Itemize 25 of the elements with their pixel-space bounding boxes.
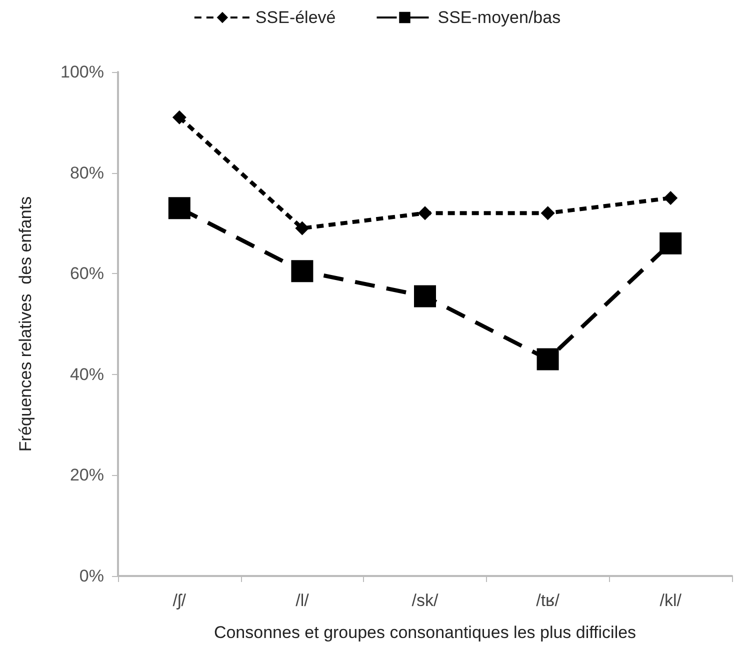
x-tick-label: /kl/ [660, 591, 682, 610]
legend-label: SSE-élevé [255, 8, 336, 27]
y-tick-label: 20% [70, 466, 104, 485]
x-tick-label: /ʃ/ [172, 591, 186, 610]
point [291, 260, 314, 282]
y-tick-label: 60% [70, 264, 104, 284]
y-tick-label: 100% [60, 62, 104, 82]
x-tick-label: /sk/ [412, 591, 438, 610]
point [536, 348, 559, 370]
point [172, 110, 186, 124]
point [540, 206, 555, 220]
x-tick-label: /l/ [296, 591, 310, 610]
point [664, 191, 678, 205]
point [660, 232, 682, 254]
point [168, 197, 190, 220]
x-axis-title: Consonnes et groupes consonantiques les plus difficiles [214, 623, 636, 642]
y-tick-label: 80% [70, 163, 104, 182]
x-tick-label: /tʁ/ [536, 591, 560, 610]
y-tick-label: 40% [70, 364, 104, 384]
y-tick-label: 0% [79, 566, 104, 586]
point [295, 221, 310, 236]
legend-label: SSE-moyen/bas [438, 8, 561, 27]
y-axis-title: Fréquences relatives des enfants [16, 196, 35, 452]
point [418, 206, 432, 220]
point [414, 285, 436, 308]
